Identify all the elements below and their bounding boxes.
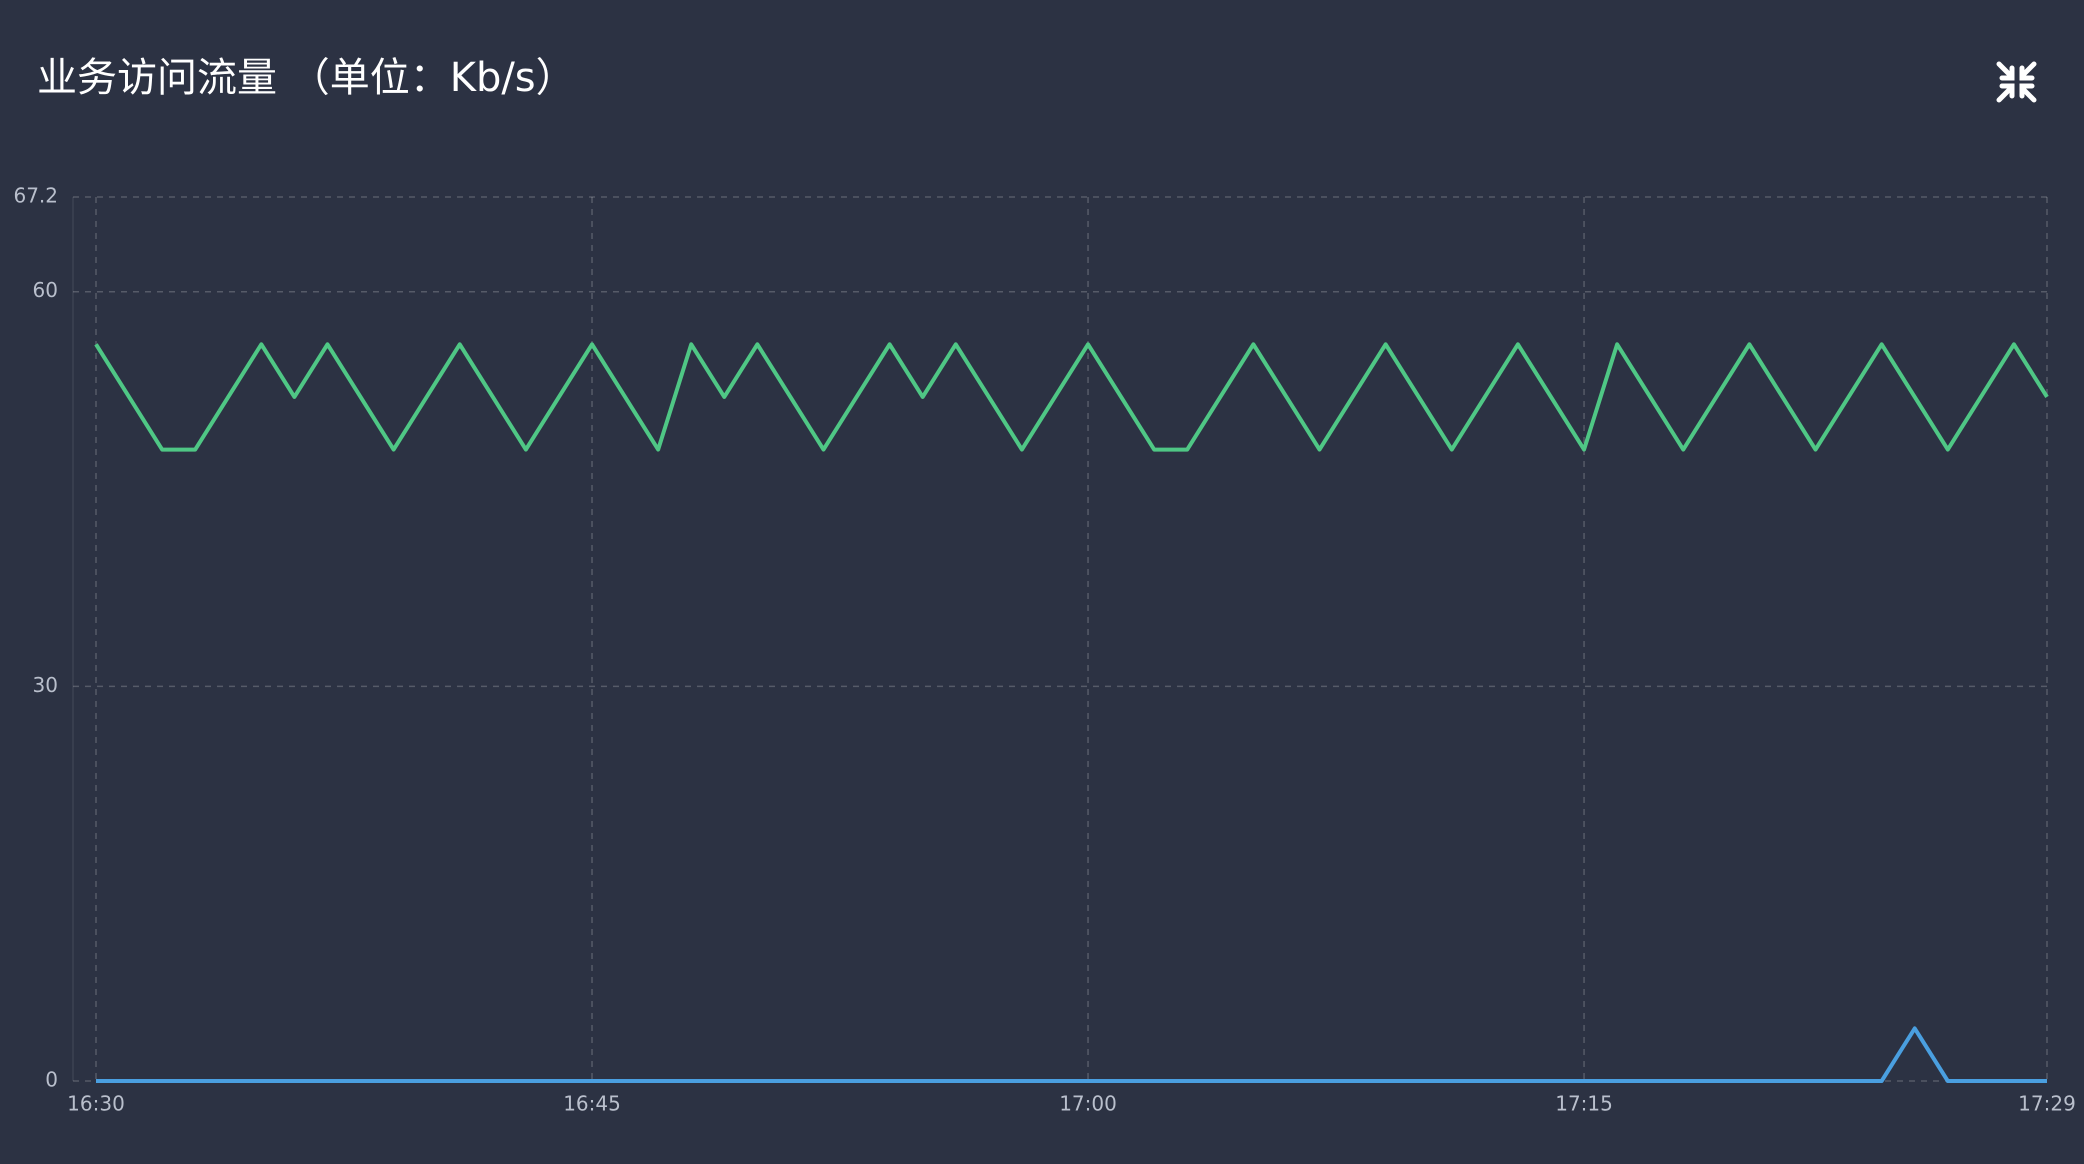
- y-tick-label: 60: [33, 278, 58, 302]
- x-tick-label: 17:29: [2018, 1092, 2076, 1116]
- x-tick-label: 17:00: [1059, 1092, 1117, 1116]
- chart-title: 业务访问流量 （单位：Kb/s）: [37, 55, 576, 101]
- y-tick-label: 0: [45, 1068, 58, 1092]
- y-tick-label: 30: [33, 673, 58, 697]
- x-tick-label: 16:45: [563, 1092, 621, 1116]
- line-series: [96, 1026, 2047, 1083]
- y-tick-label: 67.2: [13, 184, 58, 208]
- line-series: [94, 342, 2049, 452]
- collapse-icon[interactable]: [1996, 61, 2037, 103]
- x-tick-label: 17:15: [1555, 1092, 1613, 1116]
- x-tick-label: 16:30: [67, 1092, 125, 1116]
